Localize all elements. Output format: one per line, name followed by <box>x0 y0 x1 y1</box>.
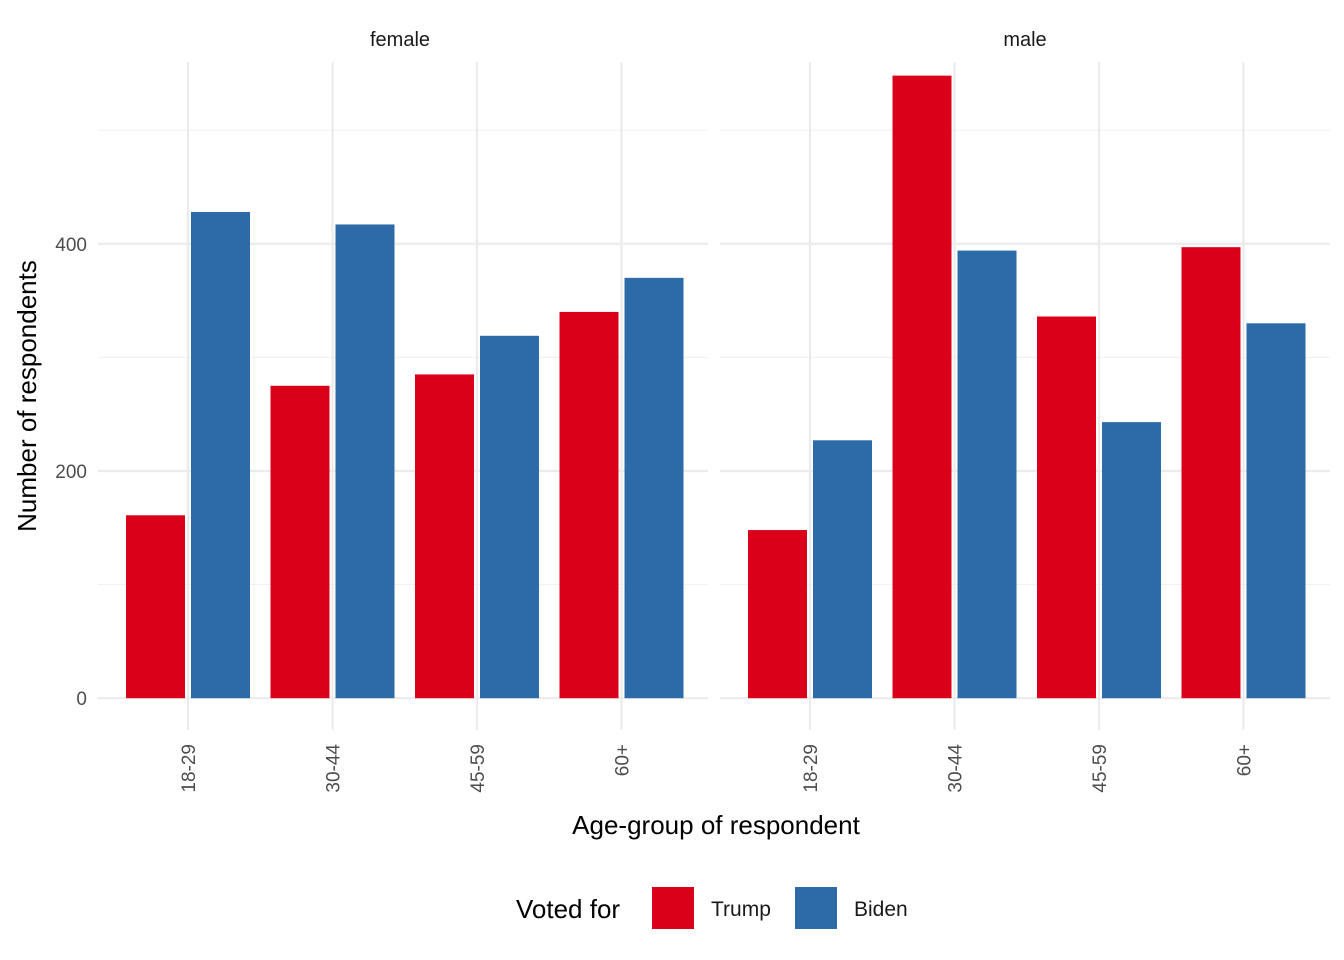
x-tick-label-female: 45-59 <box>468 744 489 793</box>
x-tick-label-male: 30-44 <box>946 744 967 793</box>
bar-female-trump-60+ <box>559 311 619 699</box>
bar-female-biden-45-59 <box>480 335 539 699</box>
bar-male-biden-30-44 <box>957 250 1017 699</box>
bar-female-trump-45-59 <box>415 374 474 699</box>
legend-title: Voted for <box>516 894 620 924</box>
legend: Voted for Trump Biden <box>516 887 908 929</box>
x-tick-label-female: 60+ <box>613 744 634 776</box>
panel-female: female 18-29 30-44 45-59 60+ <box>98 29 708 793</box>
x-tick-label-female: 18-29 <box>179 744 200 793</box>
x-axis-title: Age-group of respondent <box>572 810 860 840</box>
y-axis-title: Number of respondents <box>12 260 42 532</box>
bar-male-biden-45-59 <box>1102 422 1161 699</box>
panel-male: male 18-29 30-44 45-59 60+ <box>720 29 1330 793</box>
legend-label-trump: Trump <box>711 898 771 921</box>
y-tick-label: 0 <box>76 689 87 710</box>
bar-female-biden-30-44 <box>335 224 395 699</box>
bar-female-trump-30-44 <box>270 385 330 699</box>
legend-label-biden: Biden <box>854 898 908 921</box>
bar-male-trump-45-59 <box>1037 316 1096 699</box>
y-tick-label: 200 <box>55 462 87 483</box>
facet-label-female: female <box>370 29 430 51</box>
panels-layer: female 18-29 30-44 45-59 60+ male 18-29 30-44 45… <box>98 29 1330 793</box>
bar-female-trump-18-29 <box>126 515 185 699</box>
x-tick-label-female: 30-44 <box>324 744 345 793</box>
x-tick-label-male: 60+ <box>1235 744 1256 776</box>
bar-female-biden-18-29 <box>191 211 250 699</box>
x-tick-label-male: 18-29 <box>801 744 822 793</box>
x-tick-label-male: 45-59 <box>1090 744 1111 793</box>
bar-male-biden-18-29 <box>813 440 872 699</box>
y-axis: 0 200 400 <box>55 235 87 710</box>
bar-male-biden-60+ <box>1246 323 1306 699</box>
legend-key-trump <box>652 887 694 929</box>
bar-female-biden-60+ <box>624 277 684 699</box>
facet-label-male: male <box>1003 29 1046 51</box>
legend-key-biden <box>795 887 837 929</box>
bar-male-trump-30-44 <box>892 75 952 699</box>
y-tick-label: 400 <box>55 235 87 256</box>
bar-male-trump-60+ <box>1181 247 1241 699</box>
bar-male-trump-18-29 <box>748 530 807 699</box>
